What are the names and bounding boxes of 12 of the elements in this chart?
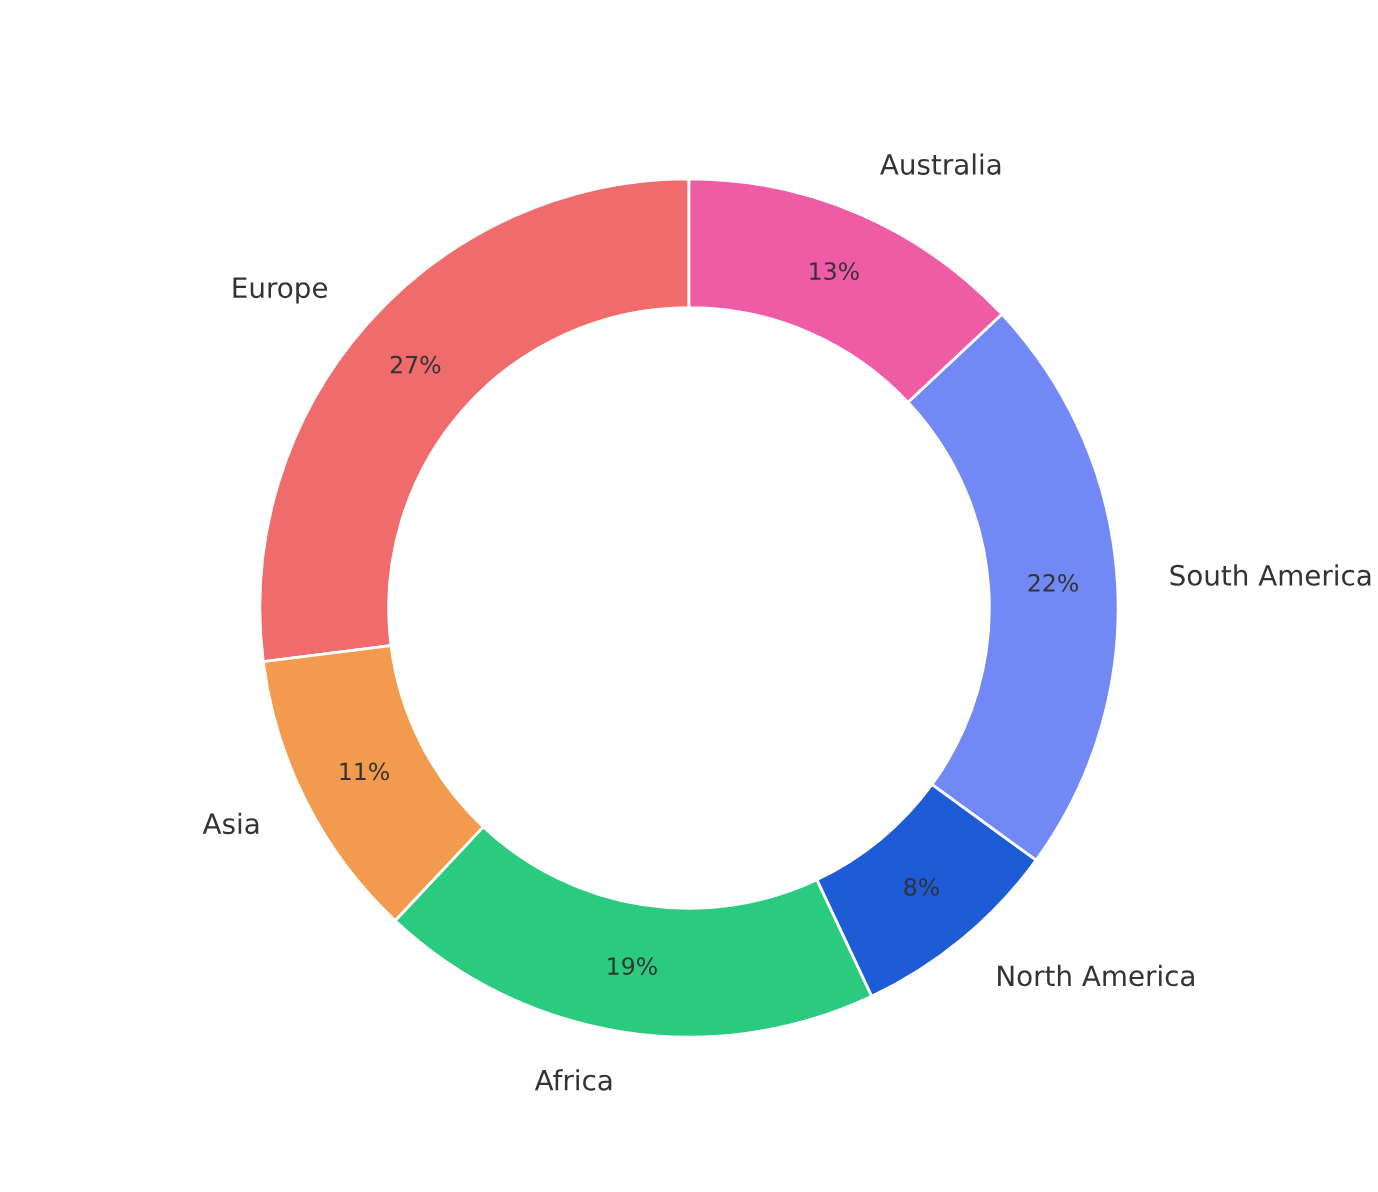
data-label: 27% (390, 355, 441, 374)
slice-label: Asia (202, 812, 259, 835)
data-label: 11% (340, 762, 389, 781)
data-label: 22% (1028, 574, 1078, 592)
slice-label: Australia (880, 153, 1001, 175)
slice-label: South America (1170, 564, 1371, 586)
slice-label: Europe (233, 277, 327, 304)
slice-label: North America (998, 964, 1194, 987)
slice-label: Africa (534, 1069, 612, 1091)
data-label: 8% (904, 877, 939, 896)
data-label: 19% (608, 957, 657, 976)
data-label: 13% (810, 262, 859, 281)
